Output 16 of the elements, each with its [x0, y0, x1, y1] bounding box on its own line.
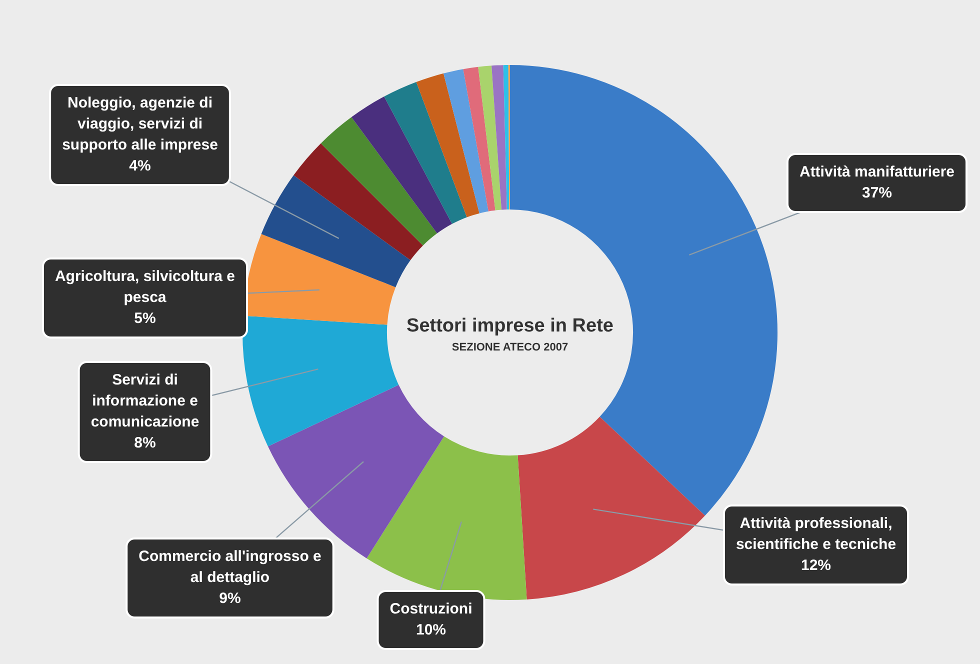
data-label: 10%: [416, 622, 446, 639]
data-label: 8%: [134, 434, 156, 452]
slice-label: Servizi di informazione e comunicazione: [90, 372, 200, 431]
data-label: 12%: [800, 557, 832, 574]
data-label: 5%: [134, 310, 156, 328]
data-label: 4%: [129, 158, 151, 175]
slice-label: Costruzioni: [390, 600, 472, 618]
slice-label: Commercio all'ingrosso e al dettaglio: [138, 548, 322, 586]
slice-label: Agricoltura, silvicoltura e pesca: [54, 268, 236, 306]
slice-label: Attività professionali, scientifiche e tecniche: [736, 515, 896, 554]
data-label: 37%: [862, 184, 892, 202]
text: SEZIONE ATECO 2007: [452, 342, 568, 354]
data-label: 9%: [219, 590, 241, 608]
text: Settori imprese in Rete: [406, 316, 614, 337]
slice-label: Attività manifatturiere: [799, 164, 955, 181]
slice-label: Noleggio, agenzie di viaggio, servizi di supporto alle imprese: [62, 94, 218, 154]
